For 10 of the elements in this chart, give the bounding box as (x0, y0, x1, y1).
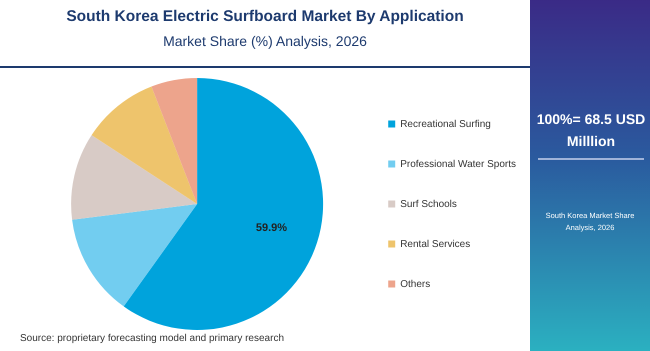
source-note: Source: proprietary forecasting model and primary research (20, 333, 284, 344)
legend-label: Rental Services (400, 238, 470, 250)
legend-label: Surf Schools (400, 198, 457, 210)
chart-subtitle: Market Share (%) Analysis, 2026 (162, 33, 368, 49)
legend-label: Professional Water Sports (400, 158, 516, 170)
legend-label: Others (400, 278, 430, 290)
data-label: 59.9% (256, 222, 288, 234)
text: 100%= 68.5 USD Milllion (536, 110, 646, 151)
chart-title: South Korea Electric Surfboard Market By Application (65, 8, 465, 26)
legend-label: Recreational Surfing (400, 118, 491, 130)
